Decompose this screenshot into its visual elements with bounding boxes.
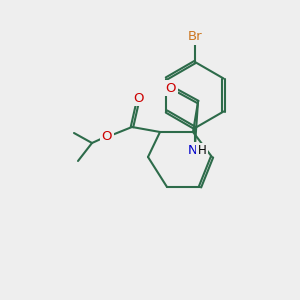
Text: O: O [134, 92, 144, 104]
Text: Br: Br [188, 31, 202, 44]
Text: N: N [188, 143, 198, 157]
Text: O: O [166, 82, 176, 94]
Text: O: O [102, 130, 112, 142]
Text: H: H [198, 145, 206, 158]
